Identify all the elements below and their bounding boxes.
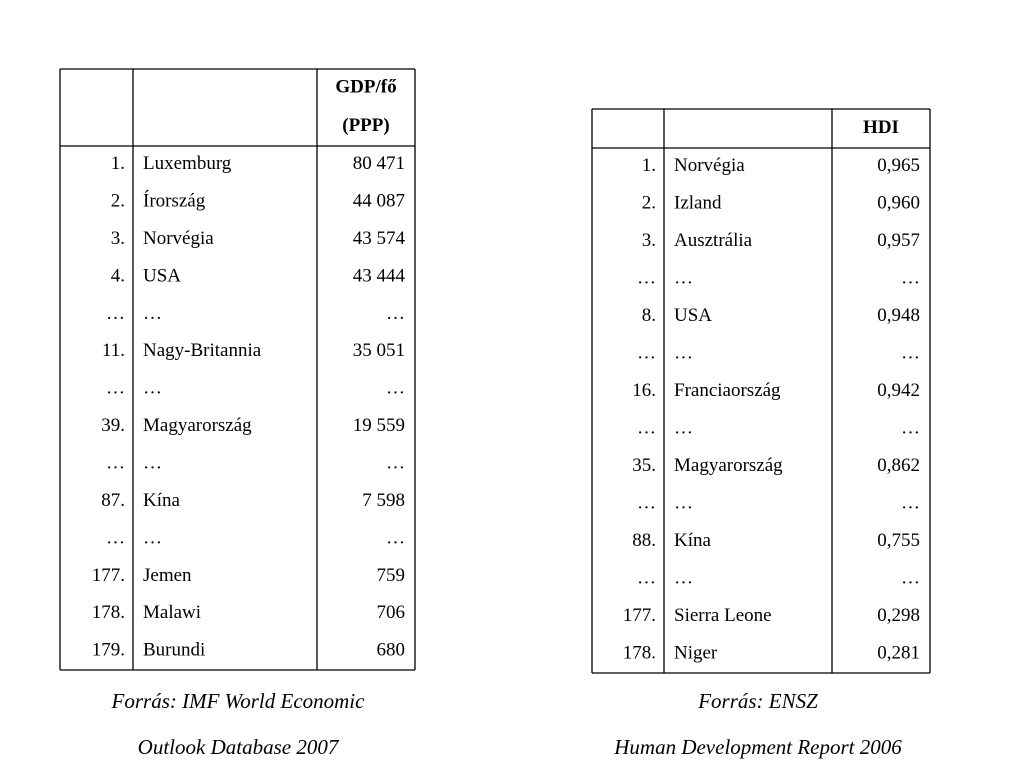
country-cell: Franciaország (674, 380, 781, 401)
rank-cell: … (637, 343, 656, 364)
country-cell: Nagy-Britannia (143, 340, 262, 361)
country-cell: USA (143, 265, 181, 286)
country-cell: … (143, 527, 162, 548)
country-cell: Kína (674, 530, 712, 551)
value-cell: 44 087 (353, 191, 405, 212)
value-cell: 0,957 (877, 230, 920, 251)
rank-cell: 177. (623, 605, 656, 626)
country-cell: Luxemburg (143, 153, 232, 174)
rank-cell: 4. (111, 265, 125, 286)
value-cell: 19 559 (353, 415, 405, 436)
rank-cell: 88. (632, 530, 656, 551)
value-cell: 0,942 (877, 380, 920, 401)
rank-cell: 11. (102, 340, 125, 361)
rank-cell: 2. (111, 191, 125, 212)
country-cell: Izland (674, 193, 722, 214)
value-cell: … (901, 418, 920, 439)
country-cell: Norvégia (674, 155, 745, 176)
value-cell: 43 444 (353, 265, 406, 286)
country-cell: … (143, 453, 162, 474)
country-cell: Ausztrália (674, 230, 753, 251)
value-cell: 0,281 (877, 643, 920, 664)
country-cell: … (143, 378, 162, 399)
rank-cell: 1. (642, 155, 656, 176)
rank-cell: 16. (632, 380, 656, 401)
rank-cell: 35. (632, 455, 656, 476)
country-cell: … (674, 418, 693, 439)
value-cell: 43 574 (353, 228, 406, 249)
rank-cell: 87. (101, 490, 125, 511)
rank-cell: 178. (92, 602, 125, 623)
rank-cell: … (637, 268, 656, 289)
column-header: GDP/fő (335, 77, 396, 98)
rank-cell: … (106, 303, 125, 324)
value-cell: … (901, 268, 920, 289)
rank-cell: 179. (92, 640, 125, 661)
rank-cell: 3. (111, 228, 125, 249)
source-caption: Forrás: IMF World Economic (111, 689, 366, 713)
rank-cell: 3. (642, 230, 656, 251)
value-cell: 0,948 (877, 305, 920, 326)
value-cell: 0,960 (877, 193, 920, 214)
rank-cell: 178. (623, 643, 656, 664)
value-cell: 0,965 (877, 155, 920, 176)
country-cell: … (143, 303, 162, 324)
country-cell: Kína (143, 490, 181, 511)
value-cell: … (901, 568, 920, 589)
rank-cell: … (637, 418, 656, 439)
value-cell: 706 (377, 602, 406, 623)
country-cell: Burundi (143, 640, 205, 661)
rank-cell: 8. (642, 305, 656, 326)
source-caption: Forrás: ENSZ (697, 689, 818, 713)
value-cell: 80 471 (353, 153, 405, 174)
value-cell: … (386, 527, 405, 548)
column-header: (PPP) (342, 115, 389, 136)
value-cell: 0,755 (877, 530, 920, 551)
rank-cell: … (637, 568, 656, 589)
country-cell: … (674, 568, 693, 589)
rank-cell: … (106, 527, 125, 548)
country-cell: Magyarország (143, 415, 252, 436)
value-cell: … (386, 453, 405, 474)
rank-cell: 39. (101, 415, 125, 436)
country-cell: Niger (674, 643, 718, 664)
value-cell: 35 051 (353, 340, 405, 361)
value-cell: 759 (377, 565, 406, 586)
rank-cell: 1. (111, 153, 125, 174)
country-cell: … (674, 268, 693, 289)
country-cell: … (674, 343, 693, 364)
source-caption: Human Development Report 2006 (613, 735, 902, 759)
value-cell: … (386, 303, 405, 324)
rank-cell: … (106, 378, 125, 399)
country-cell: Malawi (143, 602, 201, 623)
value-cell: … (901, 343, 920, 364)
value-cell: 7 598 (362, 490, 405, 511)
value-cell: … (901, 493, 920, 514)
source-caption: Outlook Database 2007 (138, 735, 340, 759)
rank-cell: … (637, 493, 656, 514)
value-cell: 0,862 (877, 455, 920, 476)
value-cell: 0,298 (877, 605, 920, 626)
country-cell: Norvégia (143, 228, 214, 249)
country-cell: USA (674, 305, 712, 326)
value-cell: 680 (377, 640, 406, 661)
country-cell: Jemen (143, 565, 192, 586)
value-cell: … (386, 378, 405, 399)
country-cell: Sierra Leone (674, 605, 772, 626)
country-cell: Írország (143, 190, 206, 212)
rank-cell: … (106, 453, 125, 474)
rank-cell: 177. (92, 565, 125, 586)
country-cell: … (674, 493, 693, 514)
column-header: HDI (863, 117, 899, 138)
country-cell: Magyarország (674, 455, 783, 476)
rank-cell: 2. (642, 193, 656, 214)
